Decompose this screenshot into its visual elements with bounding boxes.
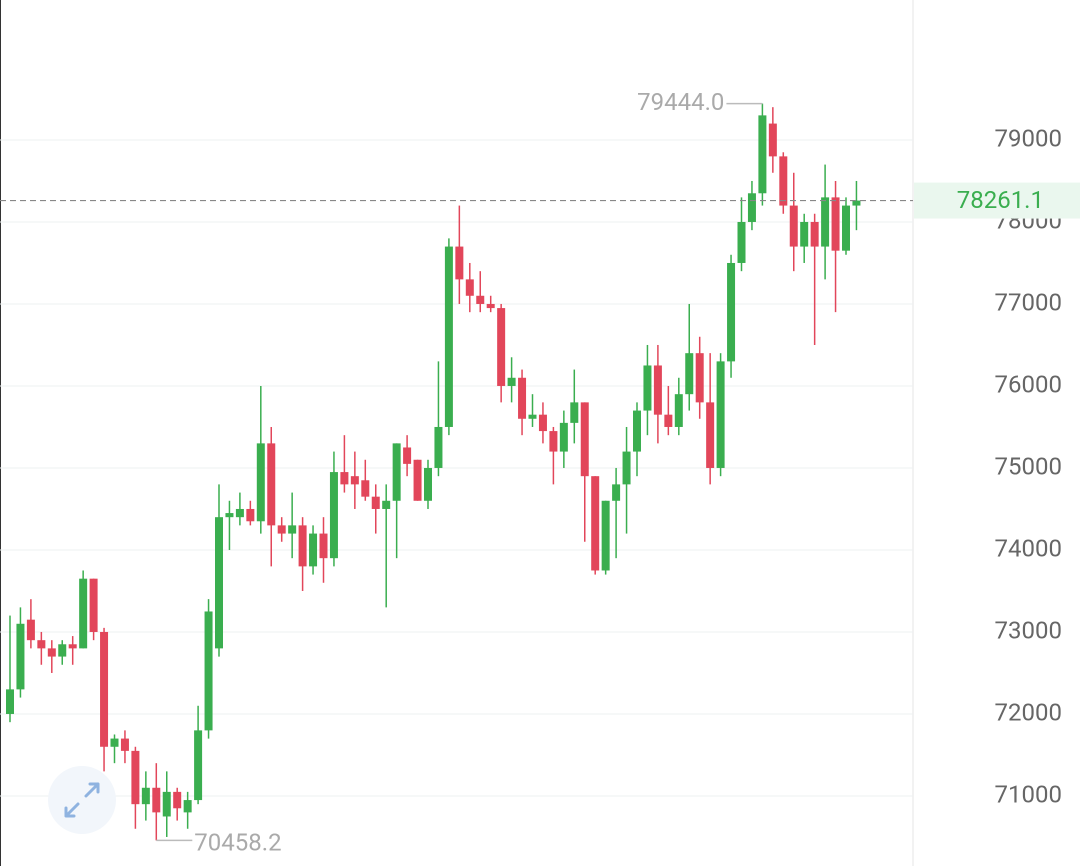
y-tick-label: 75000 xyxy=(995,452,1062,480)
candle-body xyxy=(570,402,579,423)
candle-body xyxy=(549,431,558,452)
y-tick-label: 77000 xyxy=(995,288,1062,316)
candle-body xyxy=(580,402,589,477)
candle-body xyxy=(643,365,652,411)
candle-body xyxy=(235,508,244,518)
candle-body xyxy=(204,611,213,731)
candle-body xyxy=(831,197,840,251)
candle-body xyxy=(747,193,756,222)
candle-body xyxy=(695,353,704,403)
expand-button[interactable] xyxy=(48,766,116,834)
candle-body xyxy=(350,476,359,485)
candle-body xyxy=(319,533,328,559)
candle-body xyxy=(434,426,443,468)
candle-body xyxy=(256,443,265,522)
candle-body xyxy=(685,353,694,395)
candle-body xyxy=(538,414,547,432)
candle-body xyxy=(424,467,432,501)
candle-body xyxy=(455,246,464,280)
candle-body xyxy=(674,394,683,427)
candle-body xyxy=(800,221,809,247)
candle-body xyxy=(768,123,777,157)
candle-body xyxy=(413,459,422,501)
candle-body xyxy=(737,221,746,263)
last-price-label: 78261.1 xyxy=(957,186,1044,214)
candle-body xyxy=(486,303,495,309)
last-price-bg xyxy=(914,182,1080,219)
candle-body xyxy=(664,414,673,427)
y-tick-label: 76000 xyxy=(995,370,1062,398)
candle-body xyxy=(852,200,861,206)
candle-body xyxy=(653,365,662,415)
candle-body xyxy=(392,443,401,501)
y-tick-label: 74000 xyxy=(995,534,1062,562)
candle-body xyxy=(476,295,485,304)
candle-body xyxy=(277,525,286,534)
candle-body xyxy=(141,787,150,805)
min-label: 70458.2 xyxy=(194,829,281,857)
candle-body xyxy=(727,262,736,362)
candle-body xyxy=(89,578,98,632)
candle-body xyxy=(789,205,798,247)
candle-body xyxy=(622,451,631,485)
candle-body xyxy=(162,791,171,817)
candle-body xyxy=(194,730,203,801)
y-tick-label: 71000 xyxy=(995,780,1062,808)
candle-body xyxy=(382,500,391,509)
candle-body xyxy=(131,750,140,805)
candle-body xyxy=(601,500,610,571)
candle-body xyxy=(16,623,25,690)
candle-body xyxy=(559,422,568,452)
candle-body xyxy=(26,619,35,641)
candle-body xyxy=(518,377,527,419)
candle-body xyxy=(371,496,380,509)
candle-body xyxy=(267,443,276,526)
candle-body xyxy=(309,533,318,567)
candle-body xyxy=(225,513,234,518)
candle-body xyxy=(110,738,119,747)
candle-body xyxy=(810,221,819,247)
candle-body xyxy=(58,644,67,657)
candle-body xyxy=(465,279,474,296)
candle-body xyxy=(444,246,453,427)
candle-body xyxy=(79,578,88,649)
expand-circle xyxy=(48,766,116,834)
candle-body xyxy=(183,800,192,813)
candle-body xyxy=(591,476,600,571)
candle-body xyxy=(37,640,46,649)
candle-body xyxy=(120,738,129,751)
candle-body xyxy=(340,472,349,485)
y-tick-label: 79000 xyxy=(995,124,1062,152)
candle-body xyxy=(298,525,307,567)
candle-body xyxy=(100,631,109,747)
candle-body xyxy=(361,480,370,497)
candle-body xyxy=(403,447,412,464)
candle-body xyxy=(6,689,14,714)
candle-body xyxy=(152,787,161,813)
candle-body xyxy=(497,308,506,386)
candle-body xyxy=(706,402,715,468)
y-tick-label: 72000 xyxy=(995,698,1062,726)
candle-body xyxy=(633,410,641,452)
candle-body xyxy=(528,414,537,419)
candle-body xyxy=(288,525,297,534)
candle-body xyxy=(47,648,56,657)
y-tick-label: 73000 xyxy=(995,616,1062,644)
candle-body xyxy=(842,205,850,251)
candle-body xyxy=(329,472,338,559)
candle-body xyxy=(821,197,830,247)
candle-body xyxy=(246,508,255,522)
candle-body xyxy=(612,484,621,501)
candle-body xyxy=(173,791,182,809)
candle-body xyxy=(68,644,77,649)
expand-icon xyxy=(64,782,100,818)
max-label: 79444.0 xyxy=(637,88,724,116)
candle-body xyxy=(215,517,223,649)
candle-body xyxy=(779,156,788,206)
candle-body xyxy=(758,115,767,194)
candle-body xyxy=(716,361,725,468)
candle-body xyxy=(507,377,516,386)
